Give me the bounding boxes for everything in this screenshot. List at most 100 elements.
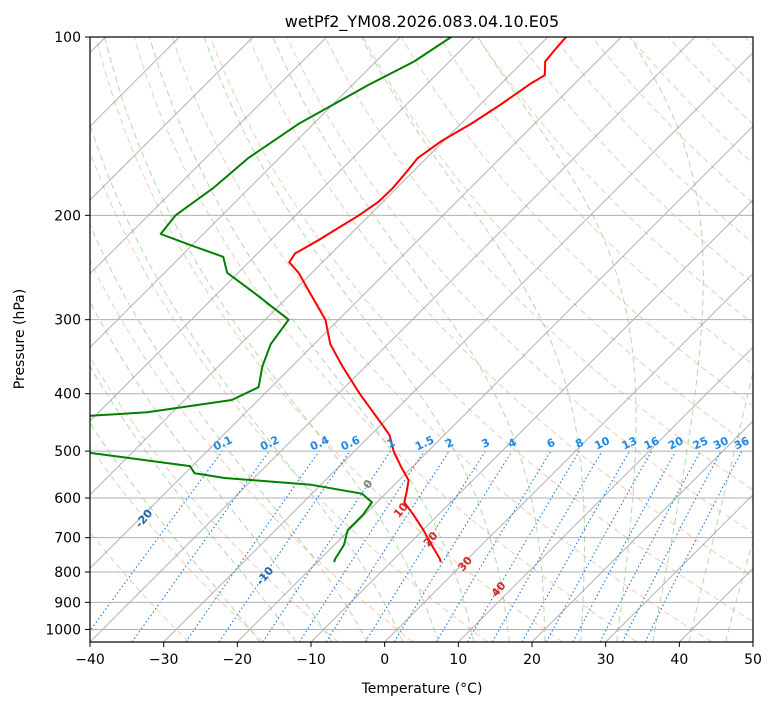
plot-frame: [89, 36, 754, 643]
moist-adiabat: [104, 37, 439, 642]
y-tick-label: 100: [54, 30, 81, 46]
mixing-ratio-label: 30: [711, 434, 731, 452]
x-tick-label: 40: [670, 652, 688, 668]
moist-adiabat: [725, 539, 753, 642]
moist-adiabat: [629, 37, 704, 642]
mixing-ratio-label: 0.1: [211, 433, 234, 453]
y-tick-label: 900: [54, 595, 81, 611]
isotherm: [90, 37, 622, 570]
isopleth-labels: -100-90-80-70-60-50-40-30-20-100.10.20.4…: [27, 433, 752, 599]
moist-adiabat-label: 40: [489, 579, 509, 599]
mixing-ratio-line: [131, 450, 270, 642]
dry-adiabat: [324, 37, 753, 491]
dry-adiabat: [668, 37, 753, 125]
moist-adiabat: [272, 37, 546, 642]
isotherm: [90, 37, 696, 642]
moist-adiabat: [90, 300, 333, 642]
mixing-ratio-label: 25: [691, 434, 710, 452]
isotherm: [678, 567, 753, 642]
x-axis-label: Temperature (°C): [361, 681, 483, 697]
isotherm: [90, 37, 328, 275]
mixing-ratio-label: 16: [642, 434, 662, 452]
moist-adiabat-label: 10: [391, 500, 411, 520]
y-tick-label: 400: [54, 387, 81, 403]
dry-adiabat: [90, 531, 190, 642]
mixing-ratio-line: [325, 450, 450, 642]
mixing-ratio-label: 1: [385, 436, 397, 451]
dry-adiabat: [210, 37, 753, 623]
dry-adiabat: [629, 37, 753, 165]
isotherm: [752, 641, 753, 642]
dry-adiabat: [133, 37, 638, 642]
mixing-ratio-label: 0.2: [258, 433, 281, 453]
moist-adiabat: [90, 422, 261, 642]
mixing-ratio-line: [393, 450, 513, 642]
isotherm: [90, 37, 475, 422]
dry-adiabat: [744, 37, 753, 47]
moist-adiabat: [477, 37, 637, 642]
x-axis: −40 −30 −20 −10 0 10 20 30 40 50: [75, 642, 762, 668]
dry-adiabat: [477, 37, 753, 325]
moist-adiabat: [688, 369, 753, 642]
dry-adiabat: [553, 37, 753, 244]
isotherm: [90, 37, 401, 349]
isotherm: [605, 493, 753, 642]
dry-adiabat: [90, 356, 339, 642]
temperature-line: [288, 37, 567, 563]
mixing-ratio-line: [185, 450, 320, 642]
background-lines: [90, 37, 753, 642]
mixing-ratio-label: 4: [506, 436, 519, 451]
x-tick-label: 50: [744, 652, 762, 668]
y-tick-label: 500: [54, 444, 81, 460]
chart-title: wetPf2_YM08.2026.083.04.10.E05: [285, 12, 559, 32]
y-tick-label: 300: [54, 313, 81, 329]
y-tick-label: 800: [54, 565, 81, 581]
mixing-ratio-line: [491, 450, 603, 642]
isotherm: [457, 346, 753, 642]
dewpoint-line: [90, 37, 452, 563]
mixing-ratio-label: 6: [545, 436, 558, 451]
y-tick-label: 600: [54, 491, 81, 507]
moist-adiabat: [203, 37, 510, 642]
x-tick-label: 10: [449, 652, 467, 668]
mixing-ratio-line: [572, 450, 677, 642]
dry-adiabat: [90, 445, 264, 642]
dry-adiabat: [90, 150, 488, 642]
mixing-ratio-label: 0.6: [339, 433, 362, 453]
x-tick-label: 30: [597, 652, 615, 668]
dry-adiabat: [248, 37, 753, 578]
mixing-ratio-line: [298, 450, 425, 642]
isotherm: [90, 37, 254, 201]
isotherm: [531, 420, 753, 642]
y-tick-label: 200: [54, 208, 81, 224]
y-tick-label: 1000: [45, 622, 81, 638]
dry-adiabat: [515, 37, 753, 284]
dry-adiabat: [706, 37, 753, 86]
dry-adiabat: [400, 37, 753, 407]
mixing-ratio-label: 1.5: [413, 433, 436, 453]
isotherm: [163, 51, 753, 642]
pressure-gridlines: [90, 37, 753, 630]
x-tick-label: 0: [380, 652, 389, 668]
mixing-ratio-line: [521, 450, 630, 642]
isotherm: [384, 272, 753, 642]
mixing-ratio-label: 3: [479, 436, 491, 451]
moist-adiabat: [90, 365, 297, 642]
dry-adiabat: [591, 37, 753, 204]
mixing-ratio-line: [90, 450, 223, 632]
dry-adiabat: [95, 37, 563, 642]
profiles: [90, 37, 567, 563]
x-tick-label: −20: [223, 652, 253, 668]
mixing-ratio-label: 36: [732, 434, 752, 452]
y-axis-label: Pressure (hPa): [12, 289, 28, 389]
x-tick-label: −30: [149, 652, 179, 668]
x-tick-label: −10: [296, 652, 326, 668]
moist-adiabat: [90, 123, 404, 642]
dry-adiabat-label: -30: [27, 449, 50, 473]
mixing-ratio-label: 10: [593, 434, 613, 452]
mixing-ratio-label: 20: [666, 434, 686, 452]
mixing-ratio-line: [262, 450, 392, 642]
mixing-ratio-line: [467, 450, 580, 642]
moist-adiabat: [360, 37, 585, 642]
